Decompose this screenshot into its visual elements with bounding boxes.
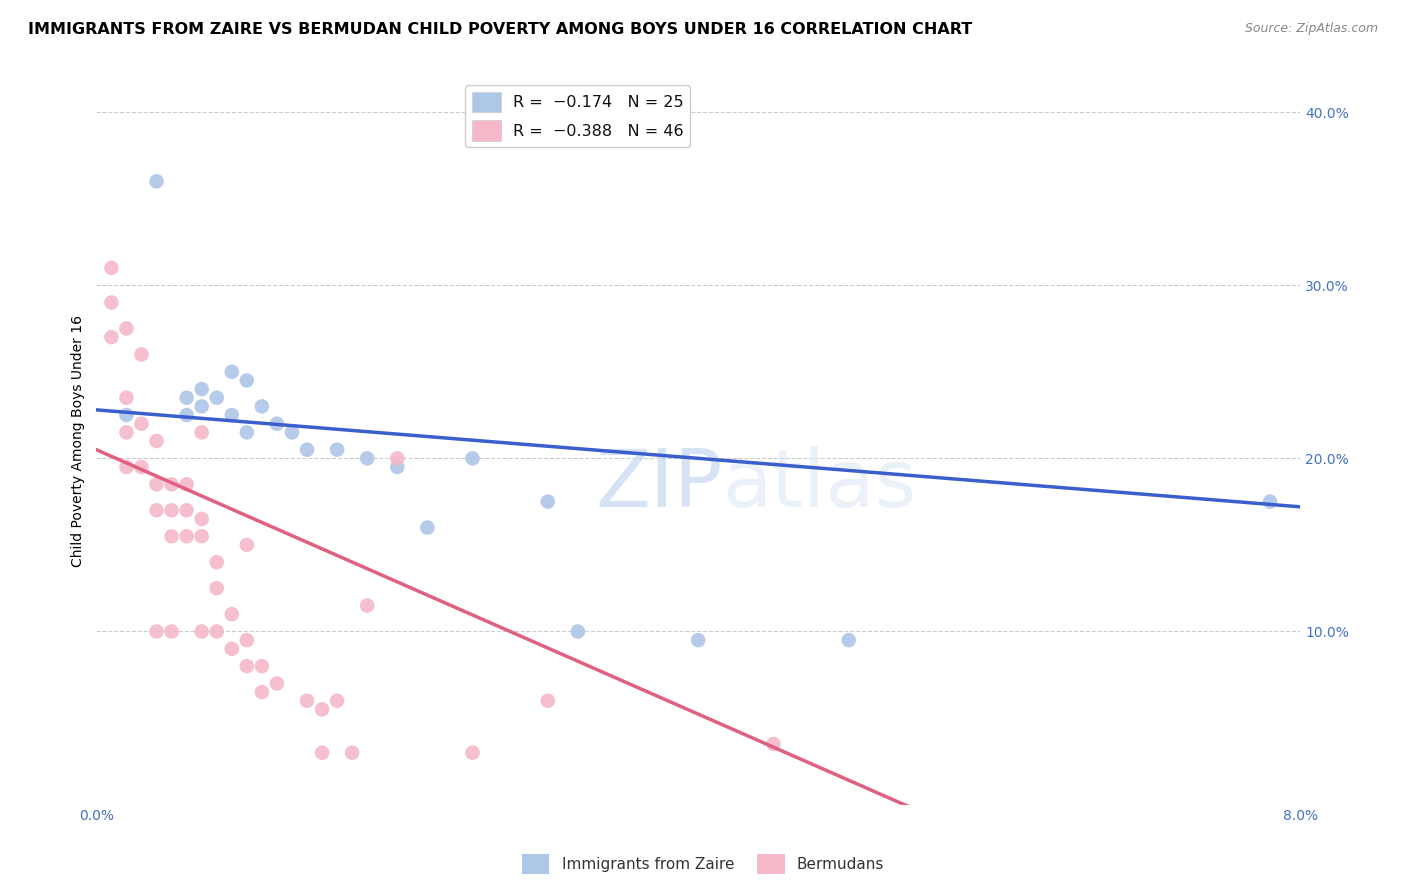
Point (205, 581, 228, 595)
Point (100, 295, 122, 310)
Point (266, 676, 288, 690)
Point (131, 347, 153, 361)
Point (145, 174, 167, 188)
Point (145, 624, 167, 639)
Text: IMMIGRANTS FROM ZAIRE VS BERMUDAN CHILD POVERTY AMONG BOYS UNDER 16 CORRELATION : IMMIGRANTS FROM ZAIRE VS BERMUDAN CHILD … (28, 22, 973, 37)
Point (567, 624, 589, 639)
Point (461, 746, 484, 760)
Point (145, 434, 167, 448)
Point (190, 400, 212, 414)
Point (176, 503, 198, 517)
Point (266, 417, 288, 431)
Point (387, 460, 409, 475)
Point (250, 685, 273, 699)
Point (145, 477, 167, 491)
Point (221, 365, 243, 379)
Point (160, 529, 183, 543)
Point (100, 330, 122, 344)
Point (537, 694, 560, 708)
Point (221, 408, 243, 422)
Point (221, 641, 243, 656)
Point (326, 694, 349, 708)
Point (190, 624, 212, 639)
Legend: R =  −0.174   N = 25, R =  −0.388   N = 46: R = −0.174 N = 25, R = −0.388 N = 46 (465, 86, 690, 147)
Point (387, 451, 409, 466)
Point (176, 391, 198, 405)
Text: Source: ZipAtlas.com: Source: ZipAtlas.com (1244, 22, 1378, 36)
Point (281, 425, 304, 440)
Point (688, 633, 710, 648)
Point (176, 477, 198, 491)
Point (236, 373, 259, 387)
Point (416, 520, 439, 534)
Point (190, 382, 212, 396)
Point (838, 633, 860, 648)
Text: ZIP: ZIP (595, 446, 723, 524)
Point (311, 702, 333, 716)
Point (340, 746, 363, 760)
Point (115, 391, 138, 405)
Point (236, 659, 259, 673)
Point (131, 417, 153, 431)
Point (250, 400, 273, 414)
Point (205, 624, 228, 639)
Point (236, 633, 259, 648)
Legend: Immigrants from Zaire, Bermudans: Immigrants from Zaire, Bermudans (516, 848, 890, 880)
Point (356, 599, 378, 613)
Point (160, 624, 183, 639)
Point (356, 451, 378, 466)
Point (115, 321, 138, 335)
Point (115, 460, 138, 475)
Point (190, 512, 212, 526)
Point (250, 659, 273, 673)
Point (236, 425, 259, 440)
Point (205, 555, 228, 569)
Point (115, 408, 138, 422)
Point (131, 460, 153, 475)
Point (221, 607, 243, 622)
Point (176, 529, 198, 543)
Point (311, 746, 333, 760)
Point (190, 425, 212, 440)
Point (461, 451, 484, 466)
Point (295, 694, 318, 708)
Point (115, 425, 138, 440)
Point (160, 503, 183, 517)
Point (326, 442, 349, 457)
Point (205, 391, 228, 405)
Text: atlas: atlas (723, 446, 917, 524)
Point (145, 503, 167, 517)
Point (1258, 494, 1281, 508)
Y-axis label: Child Poverty Among Boys Under 16: Child Poverty Among Boys Under 16 (72, 315, 86, 567)
Point (236, 538, 259, 552)
Point (190, 529, 212, 543)
Point (762, 737, 785, 751)
Point (160, 477, 183, 491)
Point (537, 494, 560, 508)
Point (100, 260, 122, 275)
Point (176, 408, 198, 422)
Point (295, 442, 318, 457)
